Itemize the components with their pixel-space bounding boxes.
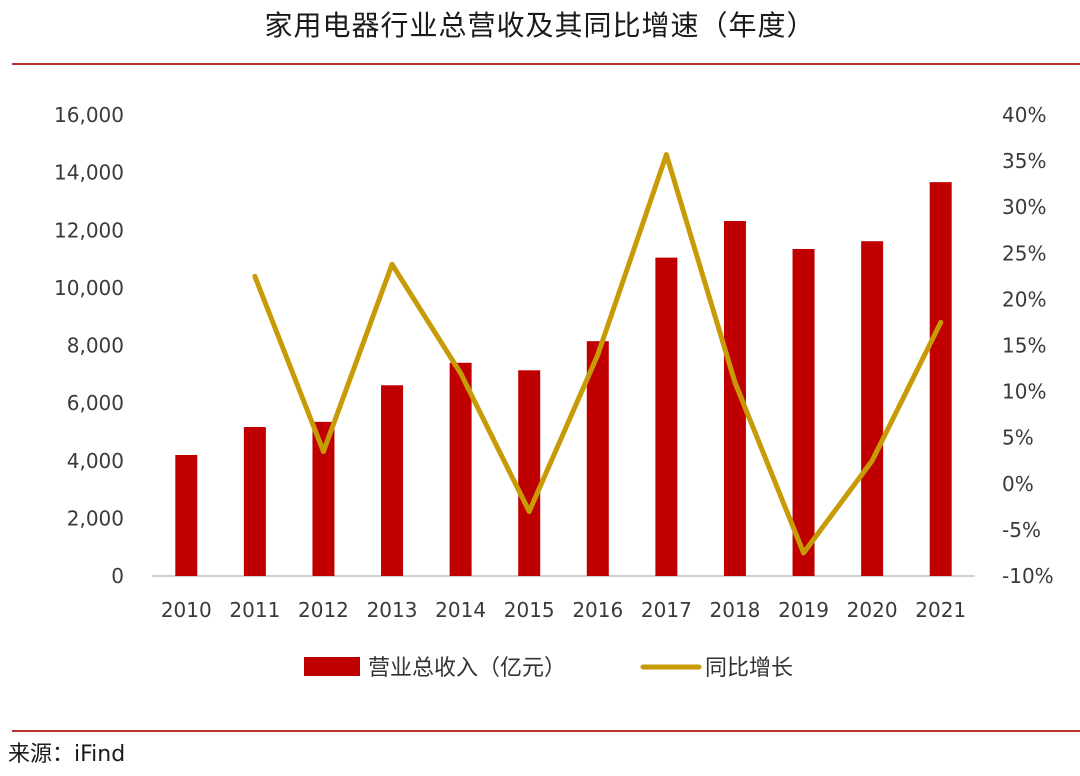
legend-swatch-revenue: [304, 657, 360, 676]
x-tick-label: 2016: [572, 598, 623, 622]
growth-point-2020: [869, 458, 875, 464]
bar-2019: [792, 248, 815, 576]
growth-point-2013: [389, 261, 395, 267]
right-axis-ticks: -10% -5% 0% 5% 10% 15% 20% 25% 30% 35% 40%: [1002, 103, 1054, 588]
left-tick-label: 2,000: [67, 506, 124, 530]
growth-point-2012: [320, 449, 326, 455]
left-tick-label: 8,000: [67, 334, 124, 358]
bar-2021: [929, 182, 952, 576]
x-tick-label: 2010: [161, 598, 212, 622]
right-tick-label: -5%: [1002, 518, 1041, 542]
growth-point-2018: [732, 379, 738, 385]
bar-2012: [312, 421, 335, 576]
right-tick-label: 10%: [1002, 380, 1046, 404]
right-tick-label: 35%: [1002, 149, 1046, 173]
legend-label-revenue: 营业总收入（亿元）: [368, 656, 566, 681]
left-tick-label: 12,000: [54, 218, 124, 242]
growth-point-2011: [252, 273, 258, 279]
left-tick-label: 4,000: [67, 449, 124, 473]
right-tick-label: 25%: [1002, 241, 1046, 265]
left-tick-label: 14,000: [54, 161, 124, 185]
x-tick-label: 2019: [778, 598, 829, 622]
right-tick-label: 0%: [1002, 472, 1034, 496]
bar-2015: [518, 370, 541, 576]
x-tick-label: 2012: [298, 598, 349, 622]
legend-label-growth: 同比增长: [705, 656, 793, 681]
growth-point-2015: [526, 508, 532, 514]
left-tick-label: 0: [111, 564, 124, 588]
right-tick-label: 40%: [1002, 103, 1046, 127]
growth-point-2017: [663, 152, 669, 158]
growth-point-2021: [938, 319, 944, 325]
left-tick-label: 10,000: [54, 276, 124, 300]
x-tick-label: 2013: [367, 598, 418, 622]
bar-2017: [655, 257, 678, 576]
left-axis-ticks: 0 2,000 4,000 6,000 8,000 10,000 12,000 14,000 1…: [54, 103, 124, 588]
x-tick-label: 2021: [915, 598, 966, 622]
chart-title: 家用电器行业总营收及其同比增速（年度）: [264, 9, 816, 42]
x-tick-label: 2014: [435, 598, 486, 622]
bar-2011: [243, 427, 266, 576]
right-tick-label: 5%: [1002, 426, 1034, 450]
right-tick-label: 30%: [1002, 195, 1046, 219]
growth-point-2019: [801, 550, 807, 556]
bar-2016: [586, 341, 609, 576]
x-axis-ticks: 2010 2011 2012 2013 2014 2015 2016 2017 2018 2019…: [161, 598, 966, 622]
chart-canvas: 0 2,000 4,000 6,000 8,000 10,000 12,000 14,000 1…: [54, 103, 1054, 681]
bar-series-revenue: [175, 182, 952, 577]
left-tick-label: 6,000: [67, 391, 124, 415]
bar-2014: [449, 362, 472, 576]
growth-point-2016: [595, 352, 601, 358]
bar-2018: [723, 221, 746, 576]
right-tick-label: 20%: [1002, 287, 1046, 311]
x-tick-label: 2015: [504, 598, 555, 622]
bottom-divider: [12, 730, 1080, 732]
right-tick-label: 15%: [1002, 334, 1046, 358]
right-tick-label: -10%: [1002, 564, 1054, 588]
x-tick-label: 2018: [710, 598, 761, 622]
bar-2013: [381, 385, 404, 576]
top-divider: [12, 63, 1080, 65]
source-note: 来源：iFind: [8, 742, 126, 767]
x-tick-label: 2020: [847, 598, 898, 622]
left-tick-label: 16,000: [54, 103, 124, 127]
x-tick-label: 2017: [641, 598, 692, 622]
bar-2010: [175, 454, 198, 576]
growth-point-2014: [458, 370, 464, 376]
bar-2020: [861, 241, 884, 577]
line-series-growth: [252, 152, 944, 556]
x-tick-label: 2011: [229, 598, 280, 622]
legend: 营业总收入（亿元） 同比增长: [304, 656, 793, 681]
